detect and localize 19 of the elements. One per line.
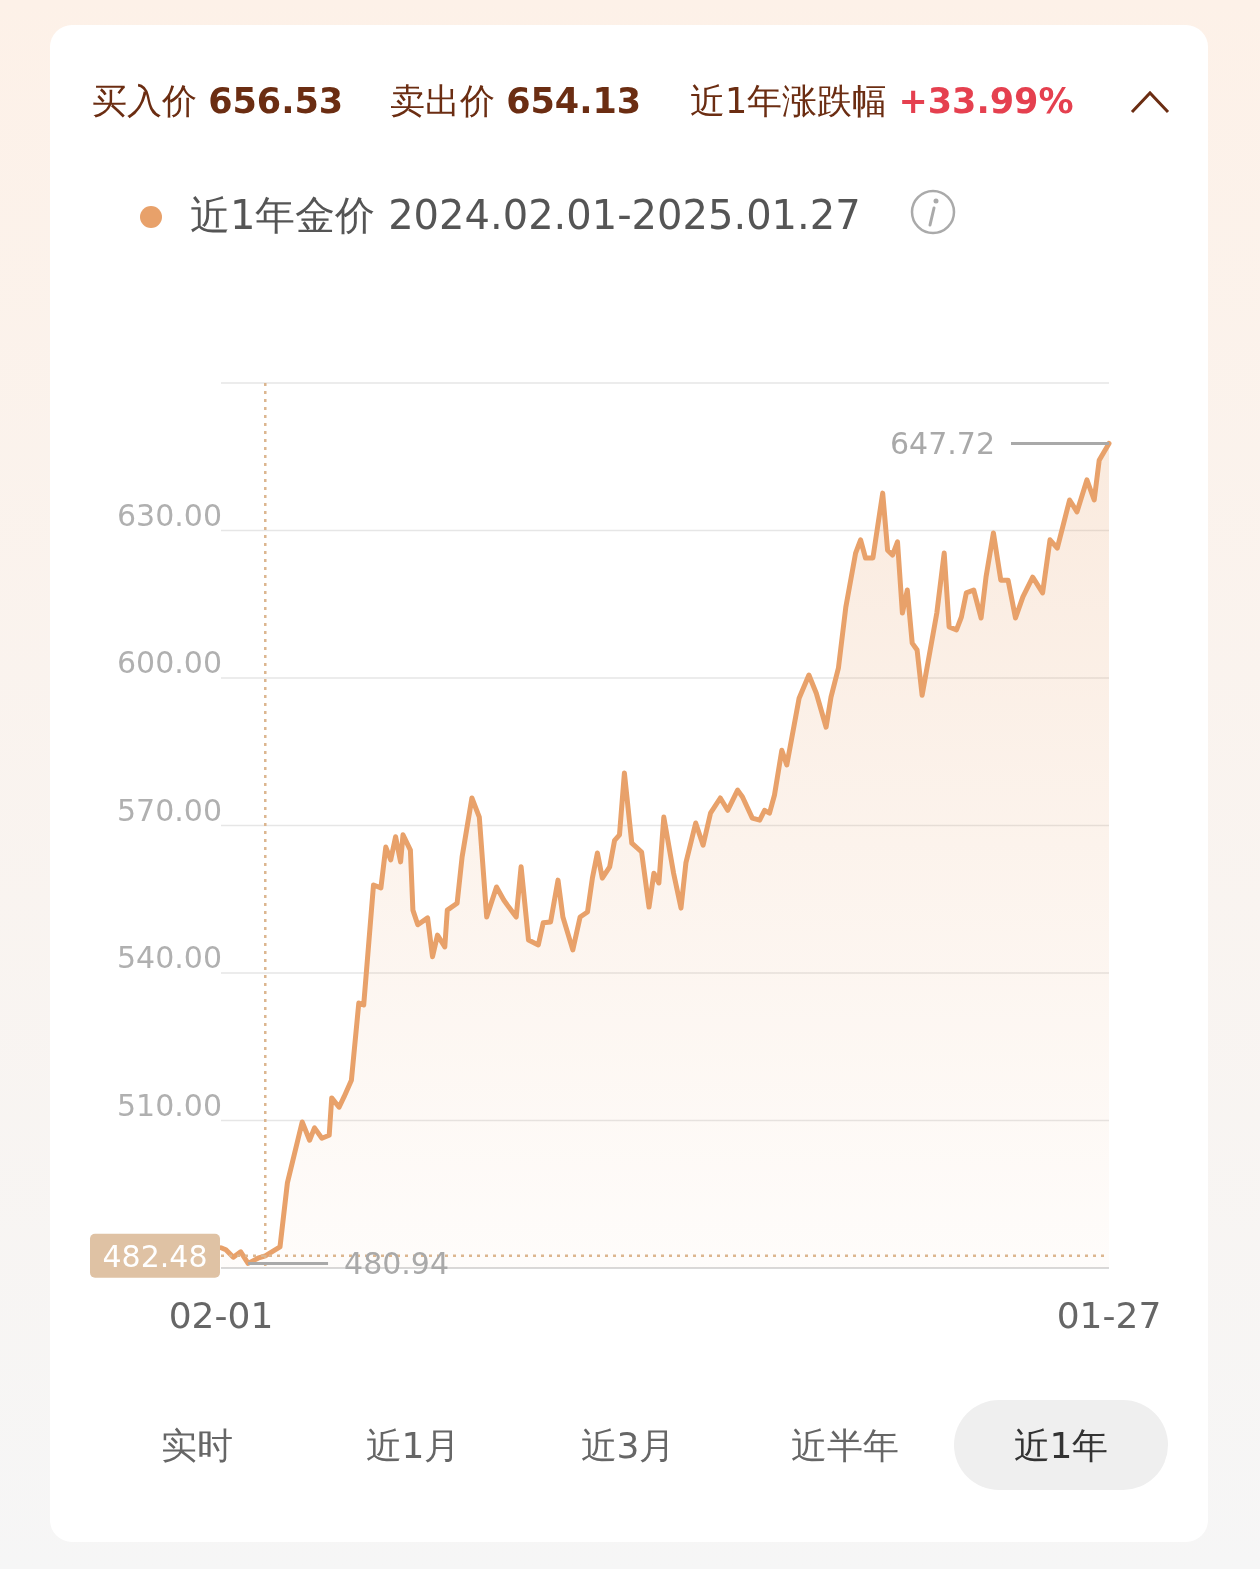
text: 近1年: [1013, 1425, 1109, 1466]
text: 实时: [161, 1425, 233, 1466]
y-tick-label: 630.00: [117, 497, 222, 533]
legend-label: 近1年金价 2024.02.01-2025.01.27: [190, 192, 861, 238]
text: 近1年涨跌幅 +33.99%: [690, 81, 1074, 121]
x-tick-label: 01-27: [1056, 1295, 1162, 1336]
y-tick-label: 600.00: [117, 645, 222, 680]
annotation: 480.94: [344, 1246, 450, 1282]
annotation: 647.72: [890, 426, 995, 462]
text: 近3月: [580, 1425, 676, 1466]
y-tick-label: 510.00: [117, 1087, 222, 1123]
text: 买入价 656.53: [92, 81, 344, 121]
y-tick-label: 540.00: [117, 940, 222, 975]
text: 卖出价 654.13: [390, 81, 642, 121]
y-tick-label: 570.00: [117, 792, 222, 828]
text: 近半年: [791, 1425, 899, 1466]
text: 近1月: [365, 1425, 461, 1466]
ref-line-label: 482.48: [102, 1238, 208, 1274]
x-tick-label: 02-01: [168, 1295, 274, 1336]
